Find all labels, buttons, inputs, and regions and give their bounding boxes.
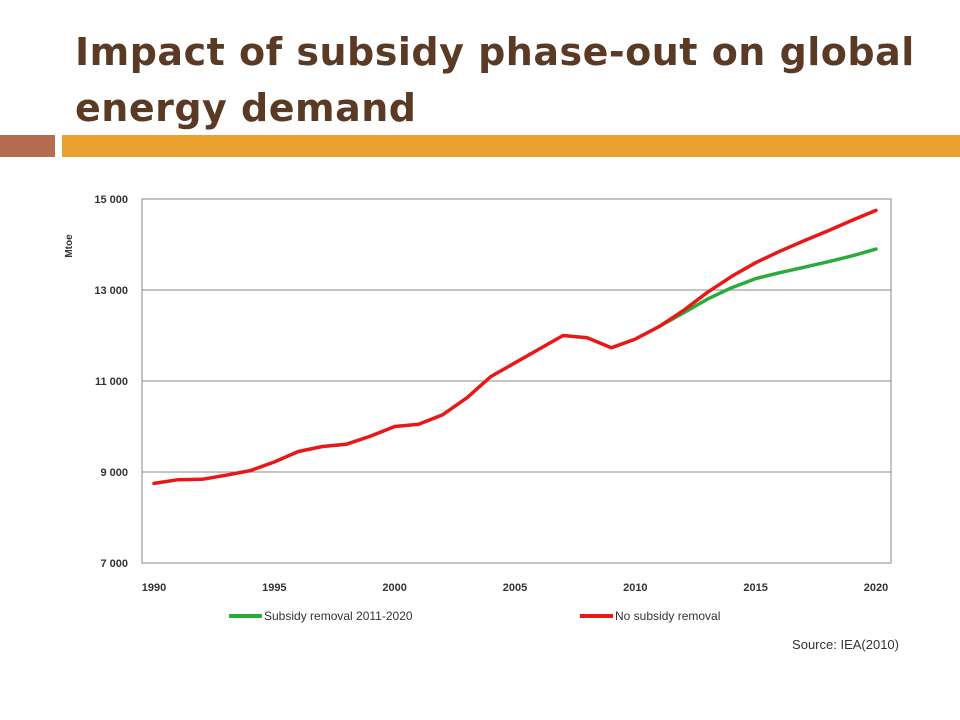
x-tick-label: 1990 [142, 582, 166, 594]
y-axis-ticks: 7 000 9 000 11 000 13 000 15 000 [94, 194, 128, 570]
x-tick-label: 2005 [503, 582, 527, 594]
x-tick-label: 2000 [382, 582, 406, 594]
gridlines [142, 198, 891, 564]
y-tick-label: 13 000 [94, 285, 128, 297]
y-tick-label: 9 000 [100, 467, 128, 479]
slide-title: Impact of subsidy phase-out on global en… [75, 30, 915, 130]
series-line-0 [657, 247, 878, 329]
x-tick-label: 1995 [262, 582, 286, 594]
legend: Subsidy removal 2011-2020 No subsidy rem… [229, 609, 720, 623]
x-tick-label: 2015 [743, 582, 767, 594]
accent-bar-left [0, 135, 55, 157]
x-axis-ticks: 1990 1995 2000 2005 2010 2015 2020 [142, 582, 888, 594]
y-axis-label: Mtoe [64, 234, 75, 258]
accent-bar-right [62, 135, 960, 157]
y-tick-label: 11 000 [95, 376, 128, 388]
x-tick-label: 2020 [864, 582, 888, 594]
legend-label-no-subsidy-removal: No subsidy removal [615, 609, 720, 623]
legend-label-subsidy-removal: Subsidy removal 2011-2020 [264, 609, 413, 623]
source-note: Source: IEA(2010) [792, 637, 899, 652]
series-line-1 [152, 208, 878, 486]
x-tick-label: 2010 [623, 582, 647, 594]
y-tick-label: 15 000 [94, 194, 128, 206]
series-group [152, 208, 878, 486]
y-tick-label: 7 000 [100, 558, 128, 570]
